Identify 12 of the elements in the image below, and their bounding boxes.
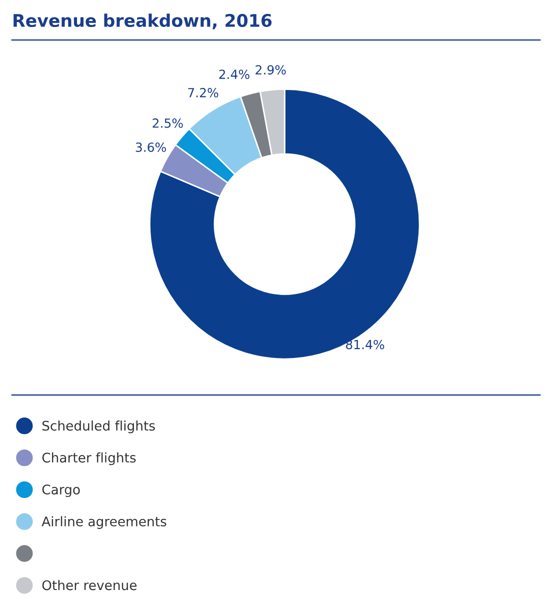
data-label: 81.4%: [346, 340, 384, 350]
legend-label: Cargo: [42, 484, 80, 498]
legend-label: Airline agreements: [42, 516, 166, 529]
data-label: 2.4%: [219, 70, 250, 80]
legend-label: Other revenue: [42, 580, 137, 590]
legend-label: Charter flights: [42, 452, 136, 466]
data-label: 2.9%: [256, 65, 286, 75]
data-label: 3.6%: [136, 142, 166, 152]
chart-title: Revenue breakdown, 2016: [14, 14, 272, 30]
data-label: 2.5%: [152, 118, 183, 128]
data-label: 7.2%: [188, 88, 218, 98]
legend-label: Scheduled flights: [42, 420, 155, 434]
